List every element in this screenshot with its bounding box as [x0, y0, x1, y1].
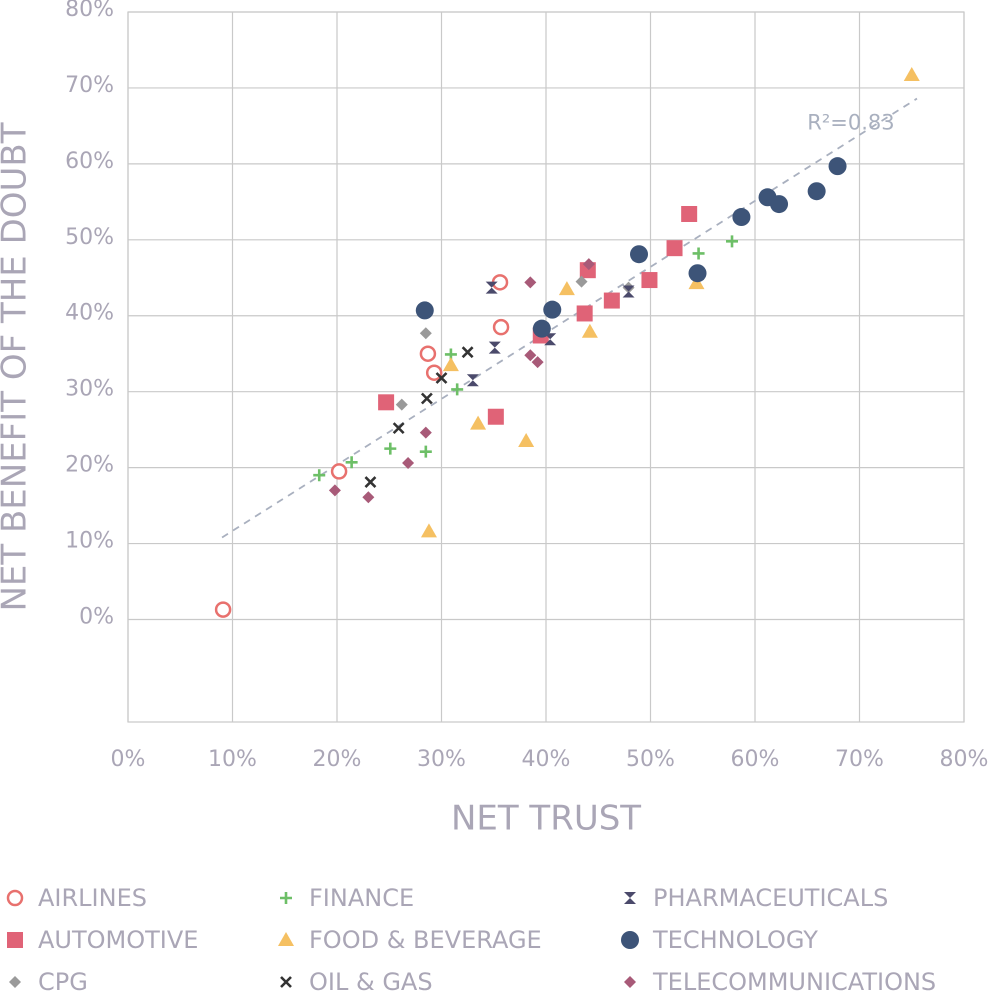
- point: [345, 456, 358, 469]
- point: [330, 463, 348, 480]
- legend-label: CPG: [38, 968, 88, 992]
- point: [451, 383, 464, 396]
- point: [581, 323, 598, 338]
- point: [770, 195, 789, 214]
- point: [402, 457, 415, 470]
- legend-label: AUTOMOTIVE: [38, 926, 198, 954]
- legend-label: OIL & GAS: [309, 968, 433, 992]
- point: [425, 364, 443, 381]
- legend-marker: [280, 976, 292, 988]
- point: [524, 276, 537, 289]
- legend-marker: [278, 932, 294, 946]
- point: [828, 157, 847, 176]
- point: [419, 445, 432, 458]
- point: [524, 349, 537, 362]
- x-tick-label: 40%: [522, 747, 571, 772]
- y-tick-label: 0%: [79, 604, 114, 629]
- trendline-label: R²=0.83: [807, 111, 894, 135]
- point: [470, 415, 487, 430]
- point: [732, 208, 751, 227]
- y-axis-title: NET BENEFIT OF THE DOUBT: [0, 122, 35, 611]
- legend-label: TECHNOLOGY: [652, 926, 818, 954]
- point: [466, 374, 479, 387]
- legend-label: TELECOMMUNICATIONS: [652, 968, 936, 992]
- point: [313, 469, 326, 482]
- point: [419, 426, 432, 439]
- point: [214, 601, 232, 618]
- legend-marker: [6, 889, 24, 907]
- point: [544, 333, 557, 346]
- legend-label: AIRLINES: [38, 884, 147, 912]
- y-tick-label: 70%: [65, 73, 114, 98]
- point: [488, 341, 501, 354]
- point: [903, 67, 920, 82]
- point: [392, 422, 405, 435]
- point: [576, 305, 593, 322]
- point: [630, 245, 649, 264]
- legend-label: PHARMACEUTICALS: [653, 884, 888, 912]
- point: [807, 182, 826, 201]
- x-tick-label: 10%: [208, 747, 257, 772]
- point: [461, 346, 474, 359]
- point: [384, 442, 397, 455]
- x-tick-label: 70%: [835, 747, 884, 772]
- y-tick-label: 40%: [65, 301, 114, 326]
- point: [395, 398, 408, 411]
- point: [420, 392, 433, 405]
- point: [487, 408, 504, 425]
- point: [641, 272, 658, 289]
- point: [442, 357, 459, 372]
- point: [435, 372, 448, 384]
- legend-label: FOOD & BEVERAGE: [309, 926, 542, 954]
- point: [415, 301, 434, 320]
- point: [582, 258, 595, 271]
- legend-marker: [624, 976, 636, 988]
- point: [485, 281, 498, 294]
- legend-marker: [621, 931, 639, 949]
- legend-label: FINANCE: [309, 884, 414, 912]
- point: [492, 318, 510, 336]
- point: [575, 275, 588, 288]
- point: [681, 205, 698, 222]
- x-tick-label: 20%: [313, 747, 362, 772]
- legend-marker: [9, 976, 21, 988]
- point: [419, 327, 432, 340]
- point: [419, 345, 437, 362]
- point: [531, 356, 544, 369]
- point: [518, 433, 535, 448]
- y-tick-label: 20%: [65, 453, 114, 478]
- point: [364, 476, 377, 488]
- legend-marker: [7, 932, 23, 948]
- x-tick-label: 0%: [111, 747, 146, 772]
- point: [688, 264, 707, 283]
- y-tick-label: 10%: [65, 529, 114, 554]
- x-tick-label: 60%: [731, 747, 780, 772]
- point: [532, 319, 551, 338]
- point: [726, 235, 739, 248]
- point: [378, 394, 395, 411]
- point: [543, 300, 562, 319]
- point: [420, 523, 437, 538]
- point: [558, 281, 575, 296]
- point: [666, 240, 683, 257]
- point: [328, 484, 341, 497]
- y-tick-label: 60%: [65, 149, 114, 174]
- point: [603, 292, 620, 309]
- x-tick-label: 50%: [626, 747, 675, 772]
- legend-marker: [624, 892, 636, 904]
- y-tick-label: 50%: [65, 225, 114, 250]
- x-tick-label: 80%: [940, 747, 989, 772]
- x-axis-title: NET TRUST: [451, 799, 641, 839]
- y-tick-label: 80%: [65, 0, 114, 22]
- legend-marker: [280, 892, 292, 904]
- y-tick-label: 30%: [65, 377, 114, 402]
- point: [692, 247, 705, 260]
- x-tick-label: 30%: [417, 747, 466, 772]
- point: [362, 491, 375, 504]
- point: [622, 285, 635, 298]
